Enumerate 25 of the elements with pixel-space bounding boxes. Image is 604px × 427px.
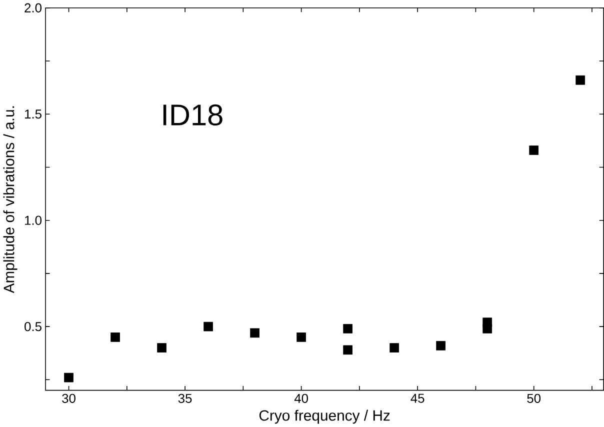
point [64,372,74,382]
point [343,345,352,355]
point [343,324,352,334]
point [250,328,260,338]
y-tick-label: 2.0 [24,3,42,12]
annotation: ID18 [163,104,222,126]
x-tick-label: 45 [410,394,424,403]
x-tick-label: 35 [178,394,192,403]
point [529,146,539,155]
point [157,343,166,352]
point [204,322,213,332]
point [482,324,492,334]
x-axis-title: Cryo frequency / Hz [259,410,390,424]
point [390,343,400,352]
point [296,332,306,342]
x-tick-label: 30 [62,394,76,403]
x-tick-label: 50 [527,394,541,403]
y-tick-label: 1.0 [25,216,42,225]
y-axis-title: Amplitude of vibrations / a.u. [3,106,18,294]
point [436,341,446,350]
point [576,75,586,85]
point [110,332,120,342]
y-tick-label: 1.5 [25,110,42,119]
x-tick-label: 40 [294,394,308,403]
y-tick-label: 0.5 [24,322,42,332]
